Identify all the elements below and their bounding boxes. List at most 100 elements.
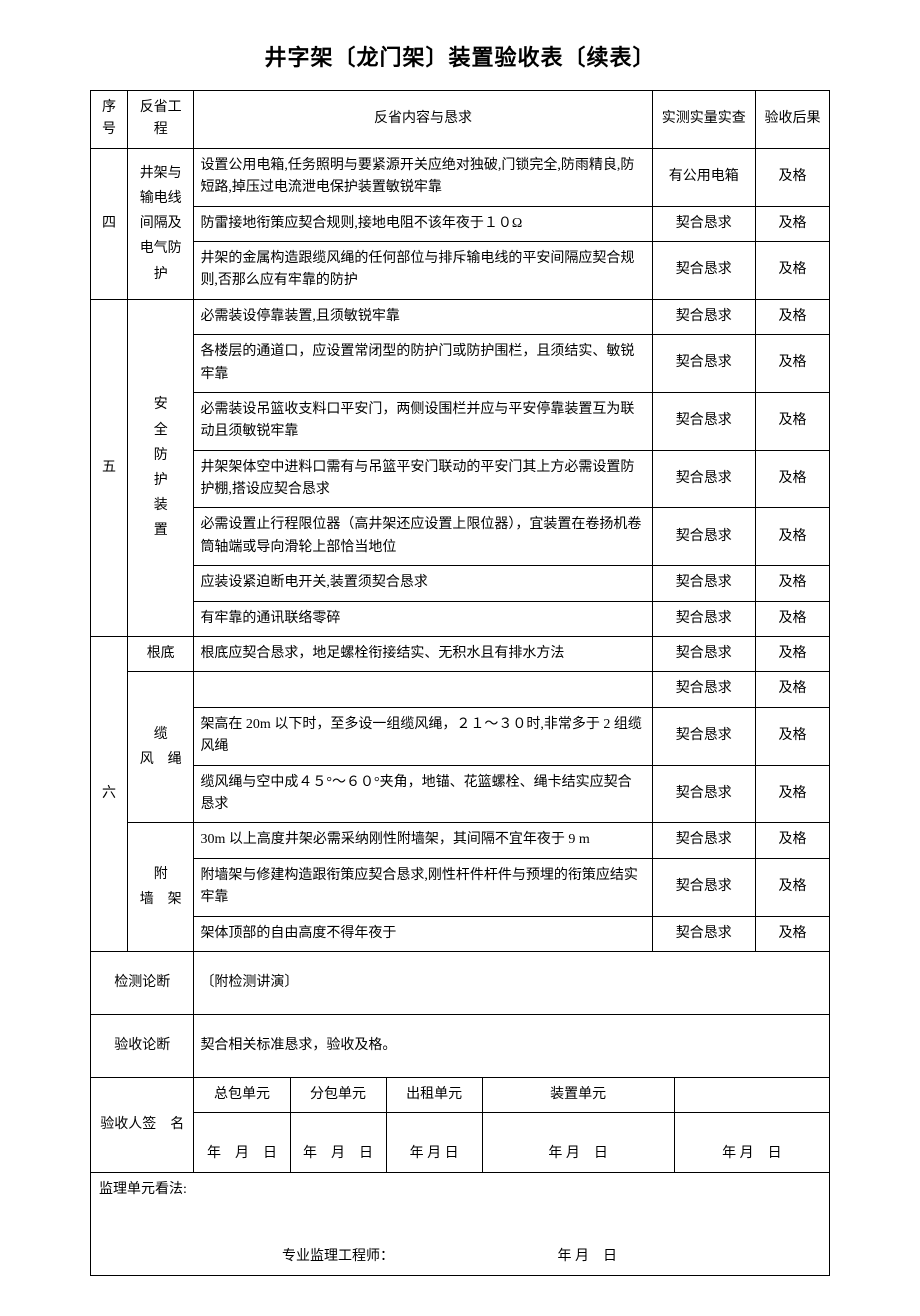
acceptance-label: 验收论断 bbox=[91, 1014, 194, 1077]
measured-cell: 契合恳求 bbox=[652, 335, 755, 393]
measured-cell: 契合恳求 bbox=[652, 916, 755, 951]
result-cell: 及格 bbox=[756, 916, 830, 951]
signature-header-row: 验收人签 名 总包单元 分包单元 出租单元 装置单元 bbox=[91, 1077, 830, 1112]
measured-cell: 契合恳求 bbox=[652, 637, 755, 672]
hdr-content: 反省内容与恳求 bbox=[194, 91, 652, 149]
proj-4: 井架与输电线间隔及电气防护 bbox=[127, 148, 194, 299]
content-cell: 应装设紧迫断电开关,装置须契合恳求 bbox=[194, 566, 652, 601]
sig-date-1: 年 月 日 bbox=[194, 1113, 290, 1172]
unit-3: 出租单元 bbox=[386, 1077, 482, 1112]
page-title: 井字架〔龙门架〕装置验收表〔续表〕 bbox=[90, 40, 830, 72]
table-row: 必需装设吊篮收支料口平安门，两侧设围栏并应与平安停靠装置互为联动且须敏锐牢靠 契… bbox=[91, 392, 830, 450]
content-cell: 各楼层的通道口，应设置常闭型的防护门或防护围栏，且须结实、敏锐牢靠 bbox=[194, 335, 652, 393]
measured-cell: 契合恳求 bbox=[652, 858, 755, 916]
measured-cell: 契合恳求 bbox=[652, 241, 755, 299]
result-cell: 及格 bbox=[756, 566, 830, 601]
result-cell: 及格 bbox=[756, 765, 830, 823]
result-cell: 及格 bbox=[756, 637, 830, 672]
result-cell: 及格 bbox=[756, 858, 830, 916]
proj-6c: 附墙 架 bbox=[127, 823, 194, 952]
measured-cell: 契合恳求 bbox=[652, 450, 755, 508]
content-cell: 必需设置止行程限位器（高井架还应设置上限位器），宜装置在卷扬机卷筒轴端或导向滑轮… bbox=[194, 508, 652, 566]
inspection-content: 〔附检测讲演〕 bbox=[194, 951, 830, 1014]
content-cell: 必需装设停靠装置,且须敏锐牢靠 bbox=[194, 299, 652, 334]
result-cell: 及格 bbox=[756, 823, 830, 858]
acceptance-row: 验收论断 契合相关标准恳求，验收及格。 bbox=[91, 1014, 830, 1077]
table-row: 防雷接地衔策应契合规则,接地电阻不该年夜于１０Ω 契合恳求 及格 bbox=[91, 206, 830, 241]
unit-2: 分包单元 bbox=[290, 1077, 386, 1112]
measured-cell: 契合恳求 bbox=[652, 392, 755, 450]
measured-cell: 契合恳求 bbox=[652, 508, 755, 566]
content-cell: 有牢靠的通讯联络零碎 bbox=[194, 601, 652, 636]
content-cell: 架体顶部的自由高度不得年夜于 bbox=[194, 916, 652, 951]
supervisor-label: 监理单元看法: bbox=[99, 1182, 187, 1197]
sig-date-3: 年 月 日 bbox=[386, 1113, 482, 1172]
proj-6b: 缆风 绳 bbox=[127, 672, 194, 823]
hdr-project: 反省工程 bbox=[127, 91, 194, 149]
sig-date-4: 年 月 日 bbox=[482, 1113, 674, 1172]
acceptance-table: 序号 反省工程 反省内容与恳求 实测实量实查 验收后果 四 井架与输电线间隔及电… bbox=[90, 90, 830, 1276]
content-cell: 30m 以上高度井架必需采纳刚性附墙架，其间隔不宜年夜于 9 m bbox=[194, 823, 652, 858]
table-row: 井架架体空中进料口需有与吊篮平安门联动的平安门其上方必需设置防护棚,搭设应契合恳… bbox=[91, 450, 830, 508]
signature-date-row: 年 月 日 年 月 日 年 月 日 年 月 日 年 月 日 bbox=[91, 1113, 830, 1172]
result-cell: 及格 bbox=[756, 707, 830, 765]
content-cell: 防雷接地衔策应契合规则,接地电阻不该年夜于１０Ω bbox=[194, 206, 652, 241]
content-cell: 缆风绳与空中成４５°～６０°夹角，地锚、花篮螺栓、绳卡结实应契合恳求 bbox=[194, 765, 652, 823]
seq-4: 四 bbox=[91, 148, 128, 299]
table-row: 各楼层的通道口，应设置常闭型的防护门或防护围栏，且须结实、敏锐牢靠 契合恳求 及… bbox=[91, 335, 830, 393]
result-cell: 及格 bbox=[756, 241, 830, 299]
supervisor-engineer: 专业监理工程师： bbox=[282, 1249, 394, 1264]
result-cell: 及格 bbox=[756, 601, 830, 636]
unit-blank bbox=[674, 1077, 829, 1112]
content-cell: 井架架体空中进料口需有与吊篮平安门联动的平安门其上方必需设置防护棚,搭设应契合恳… bbox=[194, 450, 652, 508]
measured-cell: 契合恳求 bbox=[652, 566, 755, 601]
result-cell: 及格 bbox=[756, 672, 830, 707]
acceptance-content: 契合相关标准恳求，验收及格。 bbox=[194, 1014, 830, 1077]
hdr-result: 验收后果 bbox=[756, 91, 830, 149]
result-cell: 及格 bbox=[756, 148, 830, 206]
hdr-measured: 实测实量实查 bbox=[652, 91, 755, 149]
table-header: 序号 反省工程 反省内容与恳求 实测实量实查 验收后果 bbox=[91, 91, 830, 149]
seq-5: 五 bbox=[91, 299, 128, 636]
proj-6a: 根底 bbox=[127, 637, 194, 672]
measured-cell: 契合恳求 bbox=[652, 601, 755, 636]
result-cell: 及格 bbox=[756, 299, 830, 334]
result-cell: 及格 bbox=[756, 392, 830, 450]
supervisor-row: 监理单元看法: 专业监理工程师： 年 月 日 bbox=[91, 1172, 830, 1275]
measured-cell: 有公用电箱 bbox=[652, 148, 755, 206]
table-row: 缆风绳与空中成４５°～６０°夹角，地锚、花篮螺栓、绳卡结实应契合恳求 契合恳求 … bbox=[91, 765, 830, 823]
content-cell: 根底应契合恳求，地足螺栓衔接结实、无积水且有排水方法 bbox=[194, 637, 652, 672]
sig-date-2: 年 月 日 bbox=[290, 1113, 386, 1172]
content-cell: 必需装设吊篮收支料口平安门，两侧设围栏并应与平安停靠装置互为联动且须敏锐牢靠 bbox=[194, 392, 652, 450]
signature-label: 验收人签 名 bbox=[91, 1077, 194, 1172]
unit-4: 装置单元 bbox=[482, 1077, 674, 1112]
inspection-row: 检测论断 〔附检测讲演〕 bbox=[91, 951, 830, 1014]
table-row: 架体顶部的自由高度不得年夜于 契合恳求 及格 bbox=[91, 916, 830, 951]
table-row: 六 根底 根底应契合恳求，地足螺栓衔接结实、无积水且有排水方法 契合恳求 及格 bbox=[91, 637, 830, 672]
measured-cell: 契合恳求 bbox=[652, 823, 755, 858]
unit-1: 总包单元 bbox=[194, 1077, 290, 1112]
content-cell: 附墙架与修建构造跟衔策应契合恳求,刚性杆件杆件与预埋的衔策应结实牢靠 bbox=[194, 858, 652, 916]
table-row: 有牢靠的通讯联络零碎 契合恳求 及格 bbox=[91, 601, 830, 636]
table-row: 架高在 20m 以下时，至多设一组缆风绳，２１～３０时,非常多于 2 组缆风绳 … bbox=[91, 707, 830, 765]
supervisor-cell: 监理单元看法: 专业监理工程师： 年 月 日 bbox=[91, 1172, 830, 1275]
sig-date-5: 年 月 日 bbox=[674, 1113, 829, 1172]
measured-cell: 契合恳求 bbox=[652, 707, 755, 765]
result-cell: 及格 bbox=[756, 450, 830, 508]
table-row: 五 安全防护装置 必需装设停靠装置,且须敏锐牢靠 契合恳求 及格 bbox=[91, 299, 830, 334]
table-row: 附墙架与修建构造跟衔策应契合恳求,刚性杆件杆件与预埋的衔策应结实牢靠 契合恳求 … bbox=[91, 858, 830, 916]
table-row: 缆风 绳 契合恳求 及格 bbox=[91, 672, 830, 707]
table-row: 应装设紧迫断电开关,装置须契合恳求 契合恳求 及格 bbox=[91, 566, 830, 601]
supervisor-date: 年 月 日 bbox=[558, 1246, 618, 1268]
result-cell: 及格 bbox=[756, 206, 830, 241]
table-row: 附墙 架 30m 以上高度井架必需采纳刚性附墙架，其间隔不宜年夜于 9 m 契合… bbox=[91, 823, 830, 858]
hdr-seq: 序号 bbox=[91, 91, 128, 149]
content-cell: 架高在 20m 以下时，至多设一组缆风绳，２１～３０时,非常多于 2 组缆风绳 bbox=[194, 707, 652, 765]
content-cell: 井架的金属构造跟缆风绳的任何部位与排斥输电线的平安间隔应契合规则,否那么应有牢靠… bbox=[194, 241, 652, 299]
seq-6: 六 bbox=[91, 637, 128, 952]
result-cell: 及格 bbox=[756, 508, 830, 566]
result-cell: 及格 bbox=[756, 335, 830, 393]
table-row: 井架的金属构造跟缆风绳的任何部位与排斥输电线的平安间隔应契合规则,否那么应有牢靠… bbox=[91, 241, 830, 299]
content-cell bbox=[194, 672, 652, 707]
measured-cell: 契合恳求 bbox=[652, 299, 755, 334]
